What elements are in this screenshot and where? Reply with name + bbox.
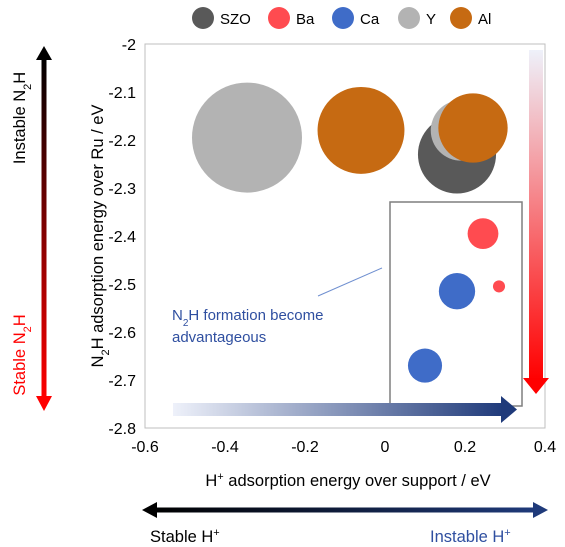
y-tick-label: -2.3 — [108, 181, 136, 198]
legend-marker-ca — [332, 7, 354, 29]
annotation-text-line2: advantageous — [172, 329, 266, 346]
legend-label-y: Y — [426, 11, 436, 28]
label-stable-h: Stable H+ — [150, 527, 220, 546]
y-tick-label: -2.1 — [108, 85, 136, 102]
y-tick-labels: -2 -2.1 -2.2 -2.3 -2.4 -2.5 -2.6 -2.7 -2.8 — [108, 37, 136, 438]
x-tick-label: -0.6 — [131, 439, 159, 456]
y-tick-label: -2.6 — [108, 325, 136, 342]
x-tick-label: -0.2 — [291, 439, 319, 456]
stable-n2h-arrow-right — [523, 50, 549, 394]
y-tick-label: -2.5 — [108, 277, 136, 294]
data-point-al — [438, 93, 508, 163]
bottom-stability-arrow — [142, 502, 548, 518]
label-stable-n2h: Stable N2H — [11, 314, 34, 395]
y-tick-label: -2.7 — [108, 373, 136, 390]
label-instable-h: Instable H+ — [430, 527, 511, 546]
annotation-leader-line — [317, 267, 383, 297]
left-stability-arrow — [36, 46, 52, 411]
advantage-arrow-bottom — [173, 396, 517, 423]
annotation-text-line1: N2H formation become — [172, 307, 323, 329]
x-axis-title: H+ adsorption energy over support / eV — [205, 471, 490, 490]
data-point-ba — [492, 280, 506, 293]
data-point-ca — [407, 348, 443, 383]
plot-area — [144, 43, 546, 429]
data-points — [192, 82, 508, 383]
x-tick-label: 0 — [381, 439, 390, 456]
legend-marker-ba — [268, 7, 290, 29]
y-tick-label: -2 — [122, 37, 136, 54]
legend-label-al: Al — [478, 11, 491, 28]
data-point-al — [317, 86, 405, 174]
data-point-y — [192, 82, 302, 193]
x-tick-label: 0.2 — [454, 439, 476, 456]
legend-label-ba: Ba — [296, 11, 315, 28]
y-axis-title: N2H adsorption energy over Ru / eV — [89, 105, 112, 368]
x-tick-labels: -0.6 -0.4 -0.2 0 0.2 0.4 — [131, 439, 556, 456]
y-tick-label: -2.2 — [108, 133, 136, 150]
legend-marker-szo — [192, 7, 214, 29]
legend-label-szo: SZO — [220, 11, 251, 28]
x-tick-label: 0.4 — [534, 439, 556, 456]
data-point-ba — [467, 218, 499, 250]
x-tick-label: -0.4 — [211, 439, 239, 456]
legend-marker-y — [398, 7, 420, 29]
y-tick-label: -2.8 — [108, 421, 136, 438]
label-instable-n2h: Instable N2H — [11, 72, 34, 164]
legend-marker-al — [450, 7, 472, 29]
legend: SZO Ba Ca Y Al — [192, 7, 491, 29]
legend-label-ca: Ca — [360, 11, 380, 28]
y-tick-label: -2.4 — [108, 229, 136, 246]
data-point-ca — [438, 273, 476, 310]
